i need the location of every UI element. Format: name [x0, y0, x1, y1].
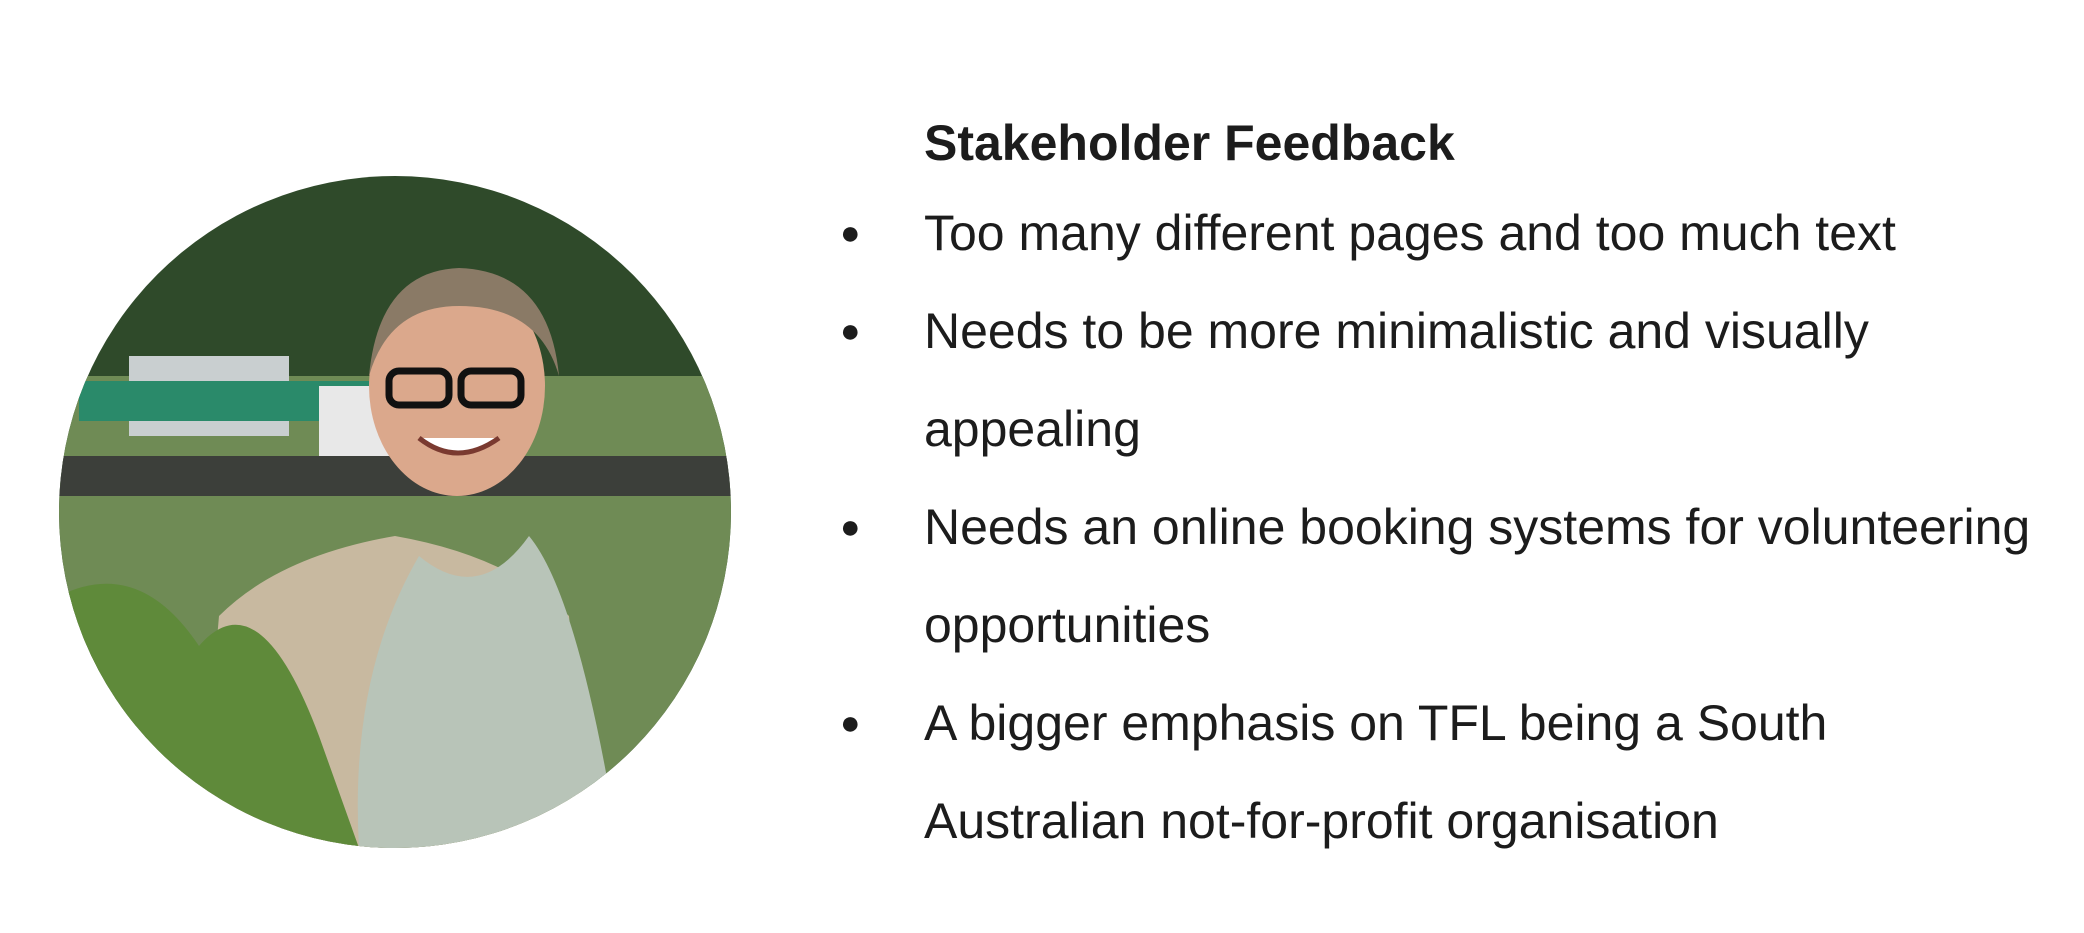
- feedback-list: Too many different pages and too much te…: [840, 184, 2054, 870]
- heading: Stakeholder Feedback: [924, 115, 1455, 171]
- feedback-item: Needs to be more minimalistic and visual…: [840, 282, 2054, 478]
- feedback-item: Needs an online booking systems for volu…: [840, 478, 2054, 674]
- feedback-panel: Stakeholder Feedback Too many different …: [840, 108, 2054, 870]
- feedback-item: Too many different pages and too much te…: [840, 184, 2054, 282]
- feedback-item: A bigger emphasis on TFL being a South A…: [840, 674, 2054, 870]
- profile-photo: [59, 176, 731, 848]
